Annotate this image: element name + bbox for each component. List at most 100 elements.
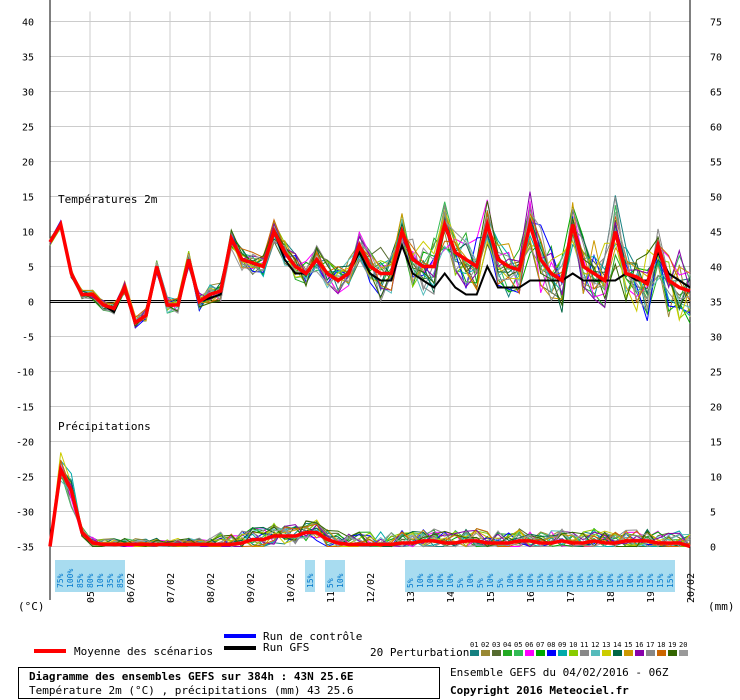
perturbation-number: 14 (613, 641, 621, 649)
right-tick-label: 50 (710, 193, 722, 204)
probability-bar (435, 560, 445, 592)
probability-label: 10% (626, 573, 635, 588)
probability-label: 10% (486, 573, 495, 588)
date-label: 20/02 (686, 573, 697, 603)
right-tick-label: 20 (710, 403, 722, 414)
probability-label: 10% (336, 573, 345, 588)
probability-label: 15% (666, 573, 675, 588)
probability-bar (625, 560, 635, 592)
perturbation-swatch (503, 650, 512, 656)
probability-label: 80% (86, 573, 95, 588)
probability-bar (445, 560, 455, 592)
probability-bar (475, 560, 485, 592)
perturbation-swatch (525, 650, 534, 656)
probability-label: 10% (426, 573, 435, 588)
probability-label: 10% (606, 573, 615, 588)
perturbation-swatch (646, 650, 655, 656)
probability-label: 10% (416, 573, 425, 588)
left-tick-label: 10 (22, 228, 34, 239)
perturbation-swatch (679, 650, 688, 656)
probability-bar (525, 560, 535, 592)
legend-control-label: Run de contrôle (263, 630, 362, 643)
left-tick-label: -10 (16, 368, 34, 379)
footer-subtitle: Température 2m (°C) , précipitations (mm… (29, 684, 354, 697)
perturbation-swatch (635, 650, 644, 656)
left-tick-label: 20 (22, 158, 34, 169)
perturbation-swatch (602, 650, 611, 656)
perturbation-swatch (514, 650, 523, 656)
right-tick-label: 30 (710, 333, 722, 344)
perturbation-swatch (591, 650, 600, 656)
footer-copyright: Copyright 2016 Meteociel.fr (450, 684, 629, 697)
probability-label: 15% (556, 573, 565, 588)
legend-gfs-label: Run GFS (263, 641, 309, 654)
precipitation-section-title: Précipitations (58, 420, 151, 433)
probability-bar (415, 560, 425, 592)
right-tick-label: 65 (710, 88, 722, 99)
probability-bar (65, 560, 75, 592)
probability-label: 5% (326, 578, 335, 588)
probability-bar (425, 560, 435, 592)
perturbation-number: 13 (602, 641, 610, 649)
probability-bar (585, 560, 595, 592)
left-tick-label: 35 (22, 53, 34, 64)
probability-label: 5% (496, 578, 505, 588)
probability-bar (495, 560, 505, 592)
perturbation-swatch (580, 650, 589, 656)
right-tick-label: 35 (710, 298, 722, 309)
probability-bar (505, 560, 515, 592)
probability-bar (455, 560, 465, 592)
probability-bar (305, 560, 315, 592)
perturbation-number: 18 (657, 641, 665, 649)
right-tick-label: 40 (710, 263, 722, 274)
footer-title: Diagramme des ensembles GEFS sur 384h : … (29, 670, 354, 683)
probability-bar (605, 560, 615, 592)
perturbation-swatches: 01 02 03 04 05 06 07 08 09 10 11 12 13 14 15 16 17 18 19 20 (470, 641, 688, 656)
perturbation-swatch (668, 650, 677, 656)
date-label: 06/02 (126, 573, 137, 603)
date-label: 08/02 (206, 573, 217, 603)
probability-markers: 75% 100% 85% 80% 10% 35% 85% 15% 5% 10% 5% 10% 10% 10… (55, 560, 675, 592)
date-label: 10/02 (286, 573, 297, 603)
left-tick-label: 15 (22, 193, 34, 204)
probability-label: 10% (596, 573, 605, 588)
probability-label: 10% (566, 573, 575, 588)
probability-bar (655, 560, 665, 592)
probability-label: 15% (636, 573, 645, 588)
left-tick-label: -20 (16, 438, 34, 449)
legend-perturbations-label: 20 Perturbations (370, 646, 476, 659)
probability-label: 10% (506, 573, 515, 588)
right-tick-label: 15 (710, 438, 722, 449)
perturbation-swatch (547, 650, 556, 656)
probability-label: 10% (466, 573, 475, 588)
perturbation-number: 08 (547, 641, 555, 649)
probability-label: 15% (646, 573, 655, 588)
probability-label: 10% (96, 573, 105, 588)
perturbation-number: 02 (481, 641, 489, 649)
probability-bar (595, 560, 605, 592)
probability-bar (405, 560, 415, 592)
probability-label: 10% (576, 573, 585, 588)
left-tick-label: -30 (16, 508, 34, 519)
right-tick-label: 0 (710, 543, 716, 554)
probability-bar (75, 560, 85, 592)
probability-label: 100% (66, 569, 75, 588)
series-lines (48, 217, 691, 549)
left-tick-label: 0 (28, 298, 34, 309)
perturbation-swatch (470, 650, 479, 656)
date-label: 09/02 (246, 573, 257, 603)
probability-bar (55, 560, 65, 592)
probability-label: 85% (116, 573, 125, 588)
left-tick-label: -35 (16, 543, 34, 554)
perturbation-swatch (492, 650, 501, 656)
temperature-section-title: Températures 2m (58, 193, 158, 206)
ensemble-temp-line (49, 203, 691, 324)
probability-bar (335, 560, 345, 592)
probability-label: 85% (76, 573, 85, 588)
perturbation-number: 17 (646, 641, 654, 649)
probability-label: 15% (306, 573, 315, 588)
probability-label: 35% (106, 573, 115, 588)
probability-bar (95, 560, 105, 592)
